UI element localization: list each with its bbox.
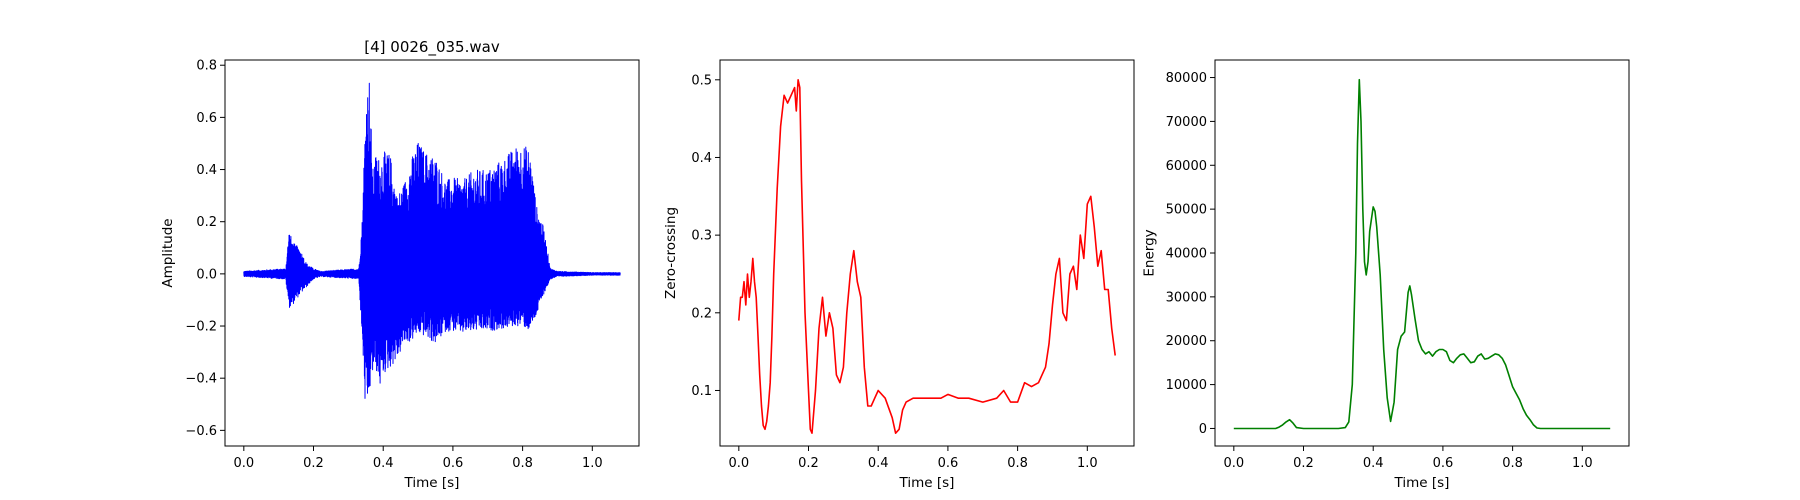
amplitude-x-tick-label: 1.0: [582, 456, 603, 471]
zero-crossing-x-tick-label: 0.6: [938, 456, 959, 471]
amplitude-series-layer: [243, 82, 621, 399]
energy-y-tick-label: 0: [1199, 422, 1207, 437]
amplitude-y-tick-label: 0.6: [196, 111, 217, 126]
amplitude-series-line-0: [243, 82, 621, 399]
zero-crossing-x-tick-label: 0.4: [868, 456, 889, 471]
zero-crossing-series-line-0: [738, 79, 1116, 434]
energy-y-tick-label: 60000: [1166, 159, 1207, 174]
amplitude-x-tick-label: 0.0: [233, 456, 254, 471]
amplitude-y-tick-label: 0.2: [196, 215, 217, 230]
energy-x-tick-label: 0.8: [1502, 456, 1523, 471]
energy-y-tick-label: 40000: [1166, 247, 1207, 262]
energy-y-axis-label: Energy: [1142, 229, 1158, 276]
panel-amplitude: 0.0 0.2 0.4 0.6 0.8 1.0 −0.6 −0.4 −0.2 0.0 0.2 0.4 0…: [160, 38, 640, 491]
amplitude-y-tick-label: −0.6: [185, 424, 217, 439]
amplitude-chart-title: [4] 0026_035.wav: [364, 38, 500, 57]
amplitude-x-tick-label: 0.2: [303, 456, 324, 471]
zero-crossing-x-tick-label: 0.2: [798, 456, 819, 471]
energy-series-layer: [1233, 78, 1611, 430]
energy-y-tick-label: 10000: [1166, 378, 1207, 393]
zero-crossing-y-axis-label: Zero-crossing: [663, 207, 679, 299]
zero-crossing-x-axis-label: Time [s]: [899, 475, 955, 491]
energy-x-tick-label: 1.0: [1572, 456, 1593, 471]
energy-ticks: 0.0 0.2 0.4 0.6 0.8 1.0 0 10000 20000 30000 40000 5…: [1166, 71, 1593, 471]
energy-y-tick-label: 80000: [1166, 71, 1207, 86]
amplitude-y-axis-label: Amplitude: [160, 218, 176, 287]
energy-x-tick-label: 0.0: [1223, 456, 1244, 471]
panel-energy: 0.0 0.2 0.4 0.6 0.8 1.0 0 10000 20000 30000 40000 5…: [1142, 59, 1630, 491]
amplitude-x-axis-label: Time [s]: [404, 475, 460, 491]
amplitude-y-tick-label: 0.8: [196, 59, 217, 74]
amplitude-y-tick-label: 0.4: [196, 163, 217, 178]
amplitude-y-tick-label: 0.0: [196, 267, 217, 282]
energy-x-tick-label: 0.2: [1293, 456, 1314, 471]
zero-crossing-ticks: 0.0 0.2 0.4 0.6 0.8 1.0 0.1 0.2 0.3 0.4 0.5: [691, 73, 1097, 471]
zero-crossing-series-layer: [738, 79, 1116, 434]
energy-x-tick-label: 0.4: [1363, 456, 1384, 471]
amplitude-x-tick-label: 0.6: [443, 456, 464, 471]
amplitude-axes-frame: [224, 59, 640, 447]
zero-crossing-y-tick-label: 0.1: [691, 384, 712, 399]
zero-crossing-x-tick-label: 0.0: [728, 456, 749, 471]
amplitude-y-tick-label: −0.4: [185, 372, 217, 387]
energy-y-tick-label: 50000: [1166, 203, 1207, 218]
energy-x-axis-label: Time [s]: [1394, 475, 1450, 491]
zero-crossing-x-tick-label: 0.8: [1007, 456, 1028, 471]
zero-crossing-y-tick-label: 0.3: [691, 229, 712, 244]
amplitude-x-tick-label: 0.4: [373, 456, 394, 471]
amplitude-ticks: 0.0 0.2 0.4 0.6 0.8 1.0 −0.6 −0.4 −0.2 0.0 0.2 0.4 0…: [185, 59, 602, 471]
energy-y-tick-label: 70000: [1166, 115, 1207, 130]
energy-y-tick-label: 30000: [1166, 290, 1207, 305]
zero-crossing-y-tick-label: 0.5: [691, 73, 712, 88]
energy-axes-frame: [1214, 59, 1630, 447]
zero-crossing-x-tick-label: 1.0: [1077, 456, 1098, 471]
energy-x-tick-label: 0.6: [1433, 456, 1454, 471]
energy-series-line-0: [1233, 78, 1611, 430]
zero-crossing-y-tick-label: 0.2: [691, 306, 712, 321]
zero-crossing-y-tick-label: 0.4: [691, 151, 712, 166]
amplitude-y-tick-label: −0.2: [185, 320, 217, 335]
zero-crossing-axes-frame: [719, 59, 1135, 447]
amplitude-x-tick-label: 0.8: [512, 456, 533, 471]
energy-y-tick-label: 20000: [1166, 334, 1207, 349]
panel-zero-crossing: 0.0 0.2 0.4 0.6 0.8 1.0 0.1 0.2 0.3 0.4 0.5 Time […: [663, 59, 1135, 491]
